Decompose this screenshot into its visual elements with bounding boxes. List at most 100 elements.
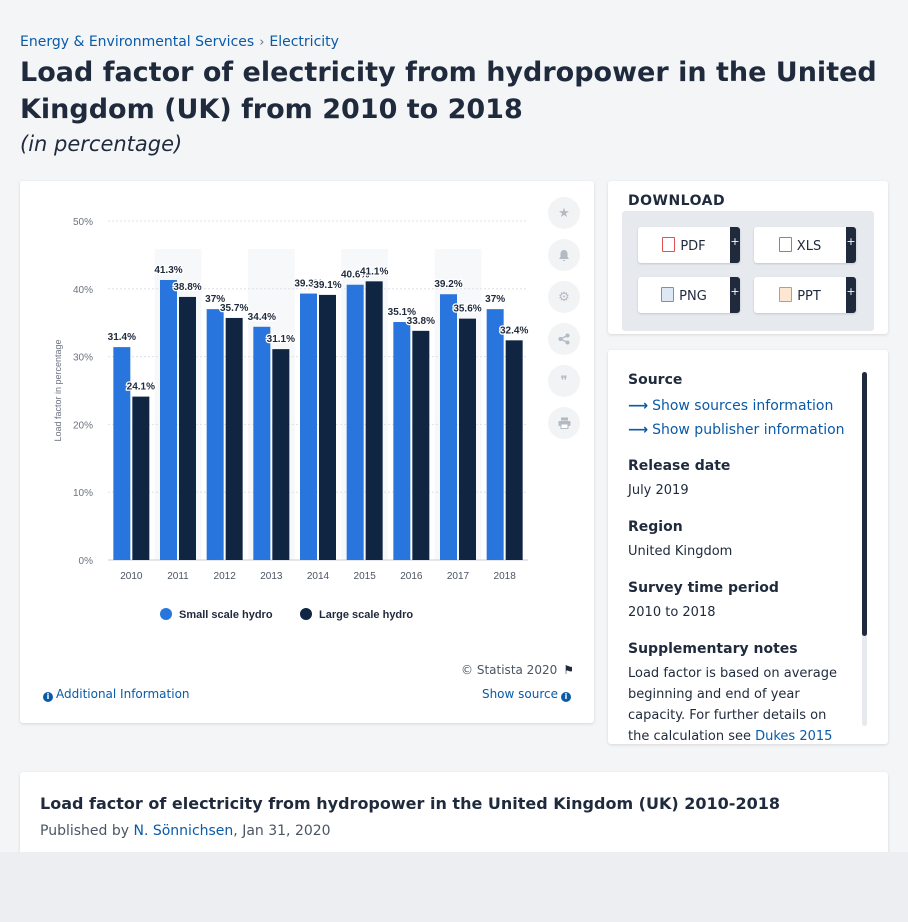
supplementary-notes-heading: Supplementary notes bbox=[628, 641, 798, 657]
star-icon[interactable]: ★ bbox=[548, 197, 580, 229]
show-source-label: Show source bbox=[481, 687, 558, 701]
download-png-plus[interactable]: + bbox=[730, 277, 740, 313]
publication-card: Load factor of electricity from hydropow… bbox=[20, 772, 888, 862]
data-label: 35.6% bbox=[453, 304, 481, 315]
download-pdf-button[interactable]: PDF + bbox=[638, 227, 740, 263]
scrollbar-thumb[interactable] bbox=[862, 372, 867, 636]
bar bbox=[132, 396, 150, 560]
data-label: 31.4% bbox=[108, 332, 136, 343]
show-publisher-label: Show publisher information bbox=[652, 422, 845, 438]
y-tick-label: 20% bbox=[73, 420, 93, 431]
bar bbox=[113, 347, 131, 560]
download-card: DOWNLOAD PDF + XLS + PNG + PPT + bbox=[608, 181, 888, 334]
y-axis-label: Load factor in percentage bbox=[53, 339, 63, 441]
show-source-link[interactable]: Show source i bbox=[482, 687, 574, 702]
download-ppt-label: PPT bbox=[797, 288, 821, 304]
bar bbox=[365, 281, 383, 560]
additional-info-link[interactable]: i Additional Information bbox=[40, 687, 190, 702]
arrow-right-icon: ⟶ bbox=[628, 398, 649, 414]
gear-icon[interactable]: ⚙ bbox=[548, 281, 580, 313]
download-xls-label: XLS bbox=[796, 238, 822, 254]
x-tick-label: 2011 bbox=[167, 571, 189, 582]
data-label: 39.2% bbox=[434, 279, 462, 290]
data-label: 34.4% bbox=[248, 312, 276, 323]
chart-card: 0% 10% 20% 30% 40% 50% Load factor in percenta… bbox=[20, 181, 594, 723]
quote-icon[interactable]: ❞ bbox=[548, 365, 580, 397]
download-title: DOWNLOAD bbox=[628, 193, 726, 209]
release-date-value: July 2019 bbox=[628, 483, 689, 498]
data-label: 24.1% bbox=[127, 382, 155, 393]
breadcrumb-link-electricity[interactable]: Electricity bbox=[269, 34, 339, 50]
breadcrumb: Energy & Environmental Services › Electric… bbox=[20, 34, 339, 50]
supplementary-notes-value: Load factor is based on average beginnin… bbox=[628, 663, 850, 744]
bar bbox=[486, 309, 504, 560]
bell-icon[interactable] bbox=[548, 239, 580, 271]
data-label: 31.1% bbox=[267, 334, 295, 345]
y-tick-label: 30% bbox=[73, 353, 93, 364]
x-tick-label: 2012 bbox=[214, 571, 237, 582]
show-sources-label: Show sources information bbox=[652, 398, 834, 414]
legend-marker bbox=[300, 608, 312, 620]
page-title: Load factor of electricity from hydropow… bbox=[20, 57, 877, 125]
print-icon[interactable] bbox=[548, 407, 580, 439]
bar bbox=[346, 284, 364, 560]
breadcrumb-link-category[interactable]: Energy & Environmental Services bbox=[20, 34, 255, 50]
png-icon bbox=[661, 286, 675, 302]
region-value: United Kingdom bbox=[628, 544, 733, 559]
survey-period-value: 2010 to 2018 bbox=[628, 605, 716, 620]
data-label: 33.8% bbox=[407, 316, 435, 327]
publication-date: , Jan 31, 2020 bbox=[233, 823, 331, 839]
data-label: 37% bbox=[205, 294, 225, 305]
data-label: 39.1% bbox=[313, 280, 341, 291]
bar bbox=[412, 330, 430, 560]
download-xls-button[interactable]: XLS + bbox=[754, 227, 856, 263]
chart-toolbar: ★ ⚙ ❞ bbox=[548, 197, 580, 449]
legend-label: Large scale hydro bbox=[319, 609, 413, 621]
published-by-label: Published by bbox=[40, 823, 130, 839]
data-label: 35.7% bbox=[220, 303, 248, 314]
publication-byline: Published by N. Sönnichsen, Jan 31, 2020 bbox=[40, 823, 331, 839]
x-tick-label: 2014 bbox=[307, 571, 330, 582]
x-tick-label: 2016 bbox=[400, 571, 423, 582]
data-label: 32.4% bbox=[500, 325, 528, 336]
ppt-icon bbox=[779, 286, 793, 302]
download-pdf-label: PDF bbox=[680, 238, 706, 254]
info-icon: i bbox=[43, 692, 53, 702]
notes-text: Load factor is based on average beginnin… bbox=[628, 666, 837, 744]
bar bbox=[393, 322, 411, 560]
bar bbox=[319, 294, 336, 560]
y-tick-label: 0% bbox=[79, 556, 94, 567]
show-publisher-link[interactable]: ⟶ Show publisher information bbox=[628, 418, 850, 442]
bottom-bar bbox=[0, 852, 908, 922]
copyright-note: © Statista 2020 ⚑ bbox=[461, 663, 574, 677]
download-pdf-plus[interactable]: + bbox=[730, 227, 740, 263]
additional-info-label: Additional Information bbox=[56, 687, 190, 701]
arrow-right-icon: ⟶ bbox=[628, 422, 649, 438]
dukes-link[interactable]: Dukes 2015 bbox=[755, 729, 833, 744]
info-icon: i bbox=[561, 692, 571, 702]
survey-period-heading: Survey time period bbox=[628, 580, 779, 596]
x-tick-label: 2015 bbox=[354, 571, 377, 582]
download-ppt-plus[interactable]: + bbox=[846, 277, 856, 313]
bar bbox=[253, 326, 271, 560]
download-options: PDF + XLS + PNG + PPT + bbox=[622, 211, 874, 331]
page-subtitle: (in percentage) bbox=[20, 132, 183, 156]
flag-icon[interactable]: ⚑ bbox=[563, 663, 574, 677]
bar bbox=[206, 309, 224, 560]
bar bbox=[225, 317, 243, 560]
download-ppt-button[interactable]: PPT + bbox=[754, 277, 856, 313]
bar-chart: 0% 10% 20% 30% 40% 50% Load factor in percenta… bbox=[53, 217, 530, 621]
show-sources-link[interactable]: ⟶ Show sources information bbox=[628, 394, 850, 418]
share-icon[interactable] bbox=[548, 323, 580, 355]
data-label: 39.3% bbox=[294, 279, 322, 290]
statistic-details-card: Source ⟶ Show sources information ⟶ Show p… bbox=[608, 350, 888, 744]
statistic-details: Source ⟶ Show sources information ⟶ Show p… bbox=[628, 372, 850, 744]
author-link[interactable]: N. Sönnichsen bbox=[133, 823, 234, 839]
data-label: 41.3% bbox=[154, 265, 182, 276]
bar bbox=[179, 296, 196, 560]
download-png-button[interactable]: PNG + bbox=[638, 277, 740, 313]
download-xls-plus[interactable]: + bbox=[846, 227, 856, 263]
xls-icon bbox=[778, 236, 792, 252]
data-label: 37% bbox=[485, 294, 505, 305]
bar bbox=[160, 279, 177, 560]
